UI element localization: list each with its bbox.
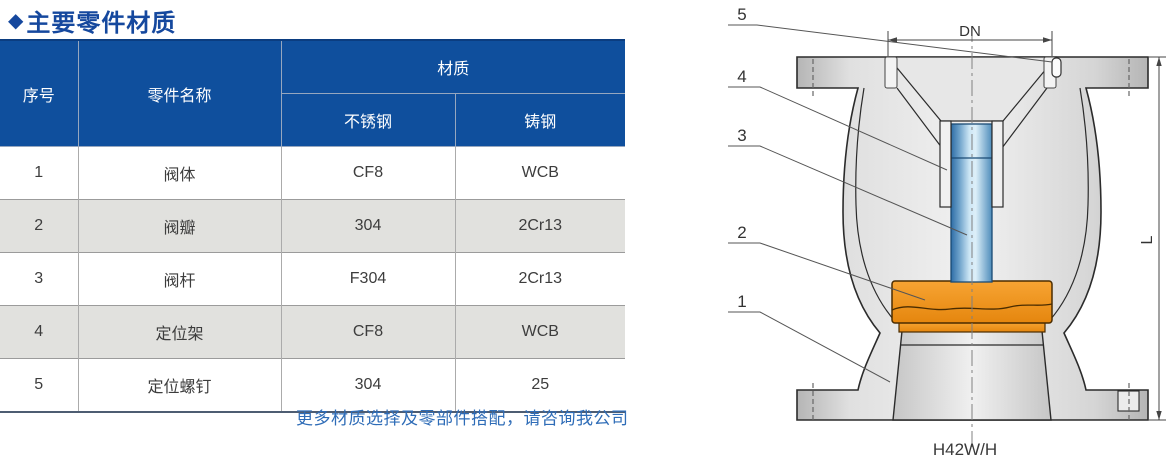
col-header-part-name: 零件名称 (77, 40, 282, 147)
cell-stainless: 304 (280, 199, 456, 253)
cell-cast: 2Cr13 (454, 199, 626, 253)
positioning-screw (1051, 57, 1062, 78)
cell-cast: WCB (454, 305, 626, 359)
parts-material-table: 序号 零件名称 材质 不锈钢 铸钢 1 阀体 CF8 WCB 2 阀瓣 304 … (0, 39, 626, 413)
disc-wave-line (891, 303, 1053, 311)
col-header-material: 材质 (280, 40, 626, 94)
dn-arrow-left (888, 37, 897, 43)
footer-note: 更多材质选择及零部件搭配，请咨询我公司 (296, 409, 629, 428)
valve-section-drawing: DN L 5 4 3 2 1 H42W/H (728, 5, 1166, 459)
table-row: 1 阀体 CF8 WCB (0, 146, 626, 200)
cell-no: 1 (0, 146, 79, 200)
cell-part-name: 阀瓣 (77, 199, 282, 253)
cell-no: 2 (0, 199, 79, 253)
guide-sleeve-right (991, 120, 1004, 208)
table-row: 5 定位螺钉 304 25 (0, 358, 626, 412)
funnel-inner-left (896, 87, 946, 153)
cell-stainless: CF8 (280, 305, 456, 359)
callout-leaders (728, 24, 1053, 383)
body-inner-wall-right (1049, 87, 1089, 321)
model-label: H42W/H (933, 440, 997, 459)
col-header-cast: 铸钢 (454, 93, 626, 147)
dn-arrow-right (1043, 37, 1052, 43)
table-row: 3 阀杆 F304 2Cr13 (0, 252, 626, 306)
cell-no: 4 (0, 305, 79, 359)
l-arrow-top (1156, 57, 1162, 66)
callout-5: 5 (737, 5, 746, 24)
cell-cast: WCB (454, 146, 626, 200)
col-header-stainless: 不锈钢 (281, 93, 456, 147)
cell-stainless: F304 (280, 252, 456, 306)
cell-no: 5 (0, 358, 79, 412)
body-inner-wall-left (855, 87, 895, 321)
cell-cast: 2Cr13 (454, 252, 626, 306)
callout-2: 2 (737, 223, 746, 242)
dn-dimension (887, 31, 1053, 56)
diamond-icon: ◆ (8, 10, 25, 32)
col-header-no: 序号 (0, 40, 79, 147)
table-row: 4 定位架 CF8 WCB (0, 305, 626, 359)
cell-stainless: CF8 (280, 146, 456, 200)
cell-part-name: 阀体 (77, 146, 282, 200)
callout-1: 1 (737, 292, 746, 311)
bolt-hole-centerlines (812, 59, 1130, 421)
guide-sleeve-left (939, 120, 952, 208)
l-dimension (1148, 56, 1166, 421)
cell-part-name: 定位架 (77, 305, 282, 359)
callout-4: 4 (737, 67, 746, 86)
funnel-inner-right (998, 87, 1048, 153)
callout-3: 3 (737, 126, 746, 145)
cell-part-name: 阀杆 (77, 252, 282, 306)
cell-no: 3 (0, 252, 79, 306)
dn-dimension-label: DN (959, 23, 981, 40)
page-title-text: 主要零件材质 (26, 10, 177, 37)
page-title: ◆ 主要零件材质 (8, 3, 176, 38)
flange-slot-left (884, 56, 898, 89)
cell-cast: 25 (454, 358, 626, 412)
l-arrow-bottom (1156, 411, 1162, 420)
table-row: 2 阀瓣 304 2Cr13 (0, 199, 626, 253)
l-dimension-label: L (1139, 235, 1156, 244)
cell-part-name: 定位螺钉 (77, 358, 282, 412)
cell-stainless: 304 (280, 358, 456, 412)
